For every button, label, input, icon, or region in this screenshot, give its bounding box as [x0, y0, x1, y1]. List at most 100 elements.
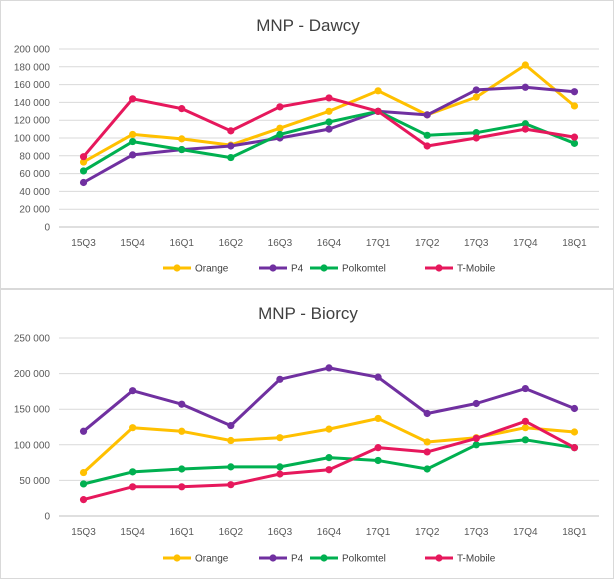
chart-title: MNP - Dawcy: [256, 16, 360, 35]
y-tick-label: 200 000: [14, 369, 51, 380]
x-tick-label: 15Q4: [120, 527, 145, 538]
y-tick-label: 100 000: [14, 134, 51, 145]
x-tick-label: 18Q1: [562, 527, 587, 538]
legend-item-p4: P4: [259, 554, 304, 565]
x-tick-label: 17Q2: [415, 527, 440, 538]
data-point-t-mobile: [374, 107, 382, 115]
data-point-p4: [79, 427, 88, 435]
x-tick-label: 15Q3: [71, 238, 96, 249]
data-point-orange: [423, 438, 431, 446]
data-point-polkomtel: [423, 131, 431, 139]
y-tick-label: 50 000: [19, 476, 50, 487]
data-point-orange: [178, 427, 186, 435]
y-tick-label: 160 000: [14, 80, 51, 91]
data-point-t-mobile: [521, 417, 529, 425]
data-point-t-mobile: [521, 125, 529, 133]
y-tick-label: 100 000: [14, 440, 51, 451]
data-point-polkomtel: [325, 454, 333, 462]
data-point-p4: [570, 88, 579, 96]
data-point-orange: [178, 135, 186, 143]
legend-label: Polkomtel: [342, 554, 386, 565]
x-tick-label: 15Q4: [120, 238, 145, 249]
data-point-t-mobile: [472, 434, 480, 442]
data-point-polkomtel: [472, 441, 480, 449]
chart-panel-biorcy: MNP - Biorcy 0 50 000 100 000 150 000 200 000…: [0, 289, 614, 579]
data-point-t-mobile: [178, 483, 186, 491]
data-point-polkomtel: [325, 118, 333, 126]
x-tick-label: 18Q1: [562, 238, 587, 249]
data-point-orange: [325, 107, 333, 115]
data-point-t-mobile: [325, 466, 333, 474]
legend-item-orange: Orange: [163, 264, 229, 275]
y-tick-label: 120 000: [14, 116, 51, 127]
series-line-polkomtel: [82, 438, 576, 486]
data-point-t-mobile: [129, 95, 137, 103]
data-point-polkomtel: [227, 153, 235, 162]
x-tick-label: 16Q4: [317, 527, 342, 538]
data-point-polkomtel: [178, 465, 186, 473]
data-point-p4: [472, 399, 480, 408]
y-tick-label: 0: [44, 512, 50, 523]
x-tick-label: 17Q3: [464, 238, 489, 249]
data-point-t-mobile: [423, 142, 431, 150]
series-line-p4: [82, 366, 576, 433]
x-tick-label: 16Q1: [169, 238, 194, 249]
data-point-p4: [423, 111, 431, 119]
legend-marker: [435, 554, 443, 562]
y-tick-label: 0: [44, 223, 50, 234]
data-point-polkomtel: [79, 167, 88, 175]
data-point-orange: [79, 158, 88, 166]
y-tick-label: 80 000: [19, 151, 50, 162]
data-point-polkomtel: [276, 463, 284, 471]
data-point-orange: [472, 93, 480, 101]
data-point-polkomtel: [374, 456, 382, 465]
legend-marker: [435, 264, 443, 272]
data-point-t-mobile: [325, 94, 333, 102]
legend-marker: [320, 264, 328, 272]
data-point-t-mobile: [276, 470, 284, 478]
data-point-p4: [227, 421, 235, 430]
data-point-t-mobile: [79, 496, 88, 504]
data-point-t-mobile: [423, 448, 431, 456]
chart-panel-dawcy: MNP - Dawcy 0 20 000 40 000 60 000 80 000 100 …: [0, 0, 614, 289]
data-point-t-mobile: [178, 105, 186, 113]
data-point-orange: [374, 87, 382, 95]
y-tick-label: 20 000: [19, 205, 50, 216]
data-point-p4: [423, 409, 431, 418]
y-tick-label: 150 000: [14, 405, 51, 416]
y-tick-label: 60 000: [19, 169, 50, 180]
legend-label: Orange: [195, 554, 229, 565]
data-point-p4: [570, 404, 579, 413]
data-point-polkomtel: [521, 436, 529, 444]
data-point-t-mobile: [79, 153, 88, 161]
data-point-p4: [178, 400, 186, 408]
data-point-orange: [570, 428, 579, 436]
chart-title: MNP - Biorcy: [258, 304, 358, 323]
data-point-polkomtel: [570, 139, 579, 147]
legend-marker: [173, 554, 181, 562]
data-point-orange: [79, 468, 88, 477]
data-point-orange: [227, 436, 235, 445]
x-tick-label: 16Q2: [219, 238, 244, 249]
legend-item-polkomtel: Polkomtel: [310, 554, 386, 565]
x-tick-label: 17Q4: [513, 527, 538, 538]
data-point-polkomtel: [472, 129, 480, 137]
data-point-p4: [325, 125, 333, 133]
data-point-t-mobile: [129, 483, 137, 491]
data-point-p4: [129, 387, 137, 395]
legend-label: T-Mobile: [457, 554, 496, 565]
data-point-p4: [374, 373, 382, 381]
legend-marker: [269, 264, 277, 272]
data-point-polkomtel: [423, 465, 431, 473]
data-point-p4: [521, 384, 529, 393]
x-tick-label: 17Q1: [366, 238, 391, 249]
y-tick-label: 250 000: [14, 334, 51, 345]
data-point-p4: [129, 151, 137, 159]
data-point-p4: [325, 364, 333, 372]
legend-label: Orange: [195, 264, 229, 275]
x-tick-label: 16Q3: [268, 238, 293, 249]
legend-label: Polkomtel: [342, 264, 386, 275]
data-point-p4: [472, 86, 480, 94]
y-tick-label: 180 000: [14, 62, 51, 73]
legend-label: P4: [291, 554, 304, 565]
